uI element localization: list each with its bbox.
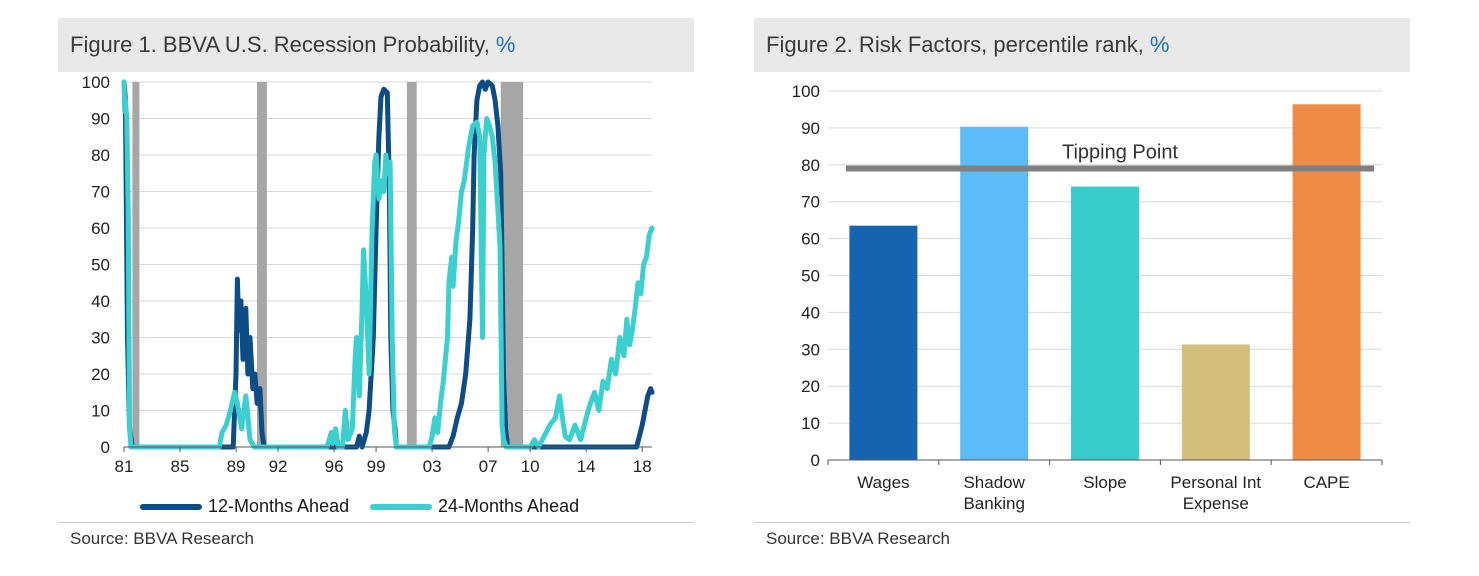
legend-item-12-months: 12-Months Ahead	[140, 496, 349, 517]
x-tick-label-85: 85	[171, 457, 190, 476]
x-tick-label-99: 99	[367, 457, 386, 476]
bar-slope	[1071, 186, 1139, 461]
x-tick-label-07: 07	[479, 457, 498, 476]
legend-swatch-12-months	[140, 503, 202, 510]
y-tick-label-60: 60	[801, 230, 820, 249]
legend-swatch-24-months	[370, 503, 432, 510]
figure-2-title: Figure 2. Risk Factors, percentile rank,	[766, 32, 1144, 57]
y-tick-label-20: 20	[91, 365, 110, 384]
recession-band-3	[500, 82, 524, 447]
y-tick-label-50: 50	[91, 256, 110, 275]
risk-factors-chart: 0 10 20 30 40 50 60 70 80 90 100 Wages Shadow Banking…	[792, 82, 1383, 513]
x-tick-label-personal-int-expense: Personal Int	[1170, 473, 1261, 492]
y-tick-label-20: 20	[801, 377, 820, 396]
x-tick-label-89: 89	[227, 457, 246, 476]
figure-2-title-bar: Figure 2. Risk Factors, percentile rank,…	[754, 18, 1410, 72]
y-tick-label-0: 0	[101, 438, 110, 457]
figure-1-title: Figure 1. BBVA U.S. Recession Probabilit…	[70, 32, 490, 57]
x-tick-label-10: 10	[521, 457, 540, 476]
y-tick-label-0: 0	[811, 451, 820, 470]
legend-label-24-months: 24-Months Ahead	[438, 496, 580, 516]
x-tick-label-shadow-banking: Shadow	[963, 473, 1025, 492]
y-tick-label-80: 80	[91, 146, 110, 165]
bar-shadow-banking	[960, 126, 1029, 460]
y-tick-label-100: 100	[82, 73, 110, 92]
recession-band-0	[132, 82, 140, 447]
y-tick-label-60: 60	[91, 219, 110, 238]
bar-cape	[1292, 104, 1361, 460]
y-tick-label-30: 30	[91, 329, 110, 348]
tipping-point-label: Tipping Point	[1062, 141, 1178, 163]
x-tick-label-slope: Slope	[1083, 473, 1126, 492]
y-tick-label-80: 80	[801, 156, 820, 175]
x-tick-label-18: 18	[633, 457, 652, 476]
recession-band-2	[406, 82, 417, 447]
figure-2-source: Source: BBVA Research	[766, 529, 950, 548]
bar-personal-int-expense	[1181, 344, 1250, 460]
x-tick-label-92: 92	[269, 457, 288, 476]
x-tick-label-96: 96	[325, 457, 344, 476]
y-tick-label-30: 30	[801, 340, 820, 359]
bar-wages	[849, 225, 918, 460]
figure-1-panel: Figure 1. BBVA U.S. Recession Probabilit…	[58, 18, 694, 548]
y-tick-label-70: 70	[91, 183, 110, 202]
figure-2-panel: Figure 2. Risk Factors, percentile rank,…	[754, 18, 1410, 548]
figure-2-divider	[754, 522, 1410, 523]
figure-1-title-bar: Figure 1. BBVA U.S. Recession Probabilit…	[58, 18, 694, 72]
y-tick-label-90: 90	[91, 110, 110, 129]
y-tick-label-10: 10	[801, 414, 820, 433]
figure-2-title-unit: %	[1149, 32, 1170, 57]
x-tick-label-cape: CAPE	[1303, 473, 1349, 492]
series-line-24-months-ahead	[121, 79, 655, 450]
figure-1-title-unit: %	[495, 32, 516, 57]
y-tick-label-10: 10	[91, 402, 110, 421]
legend-label-12-months: 12-Months Ahead	[208, 496, 350, 516]
figure-1-divider	[58, 522, 694, 523]
x-tick-label-wages: Wages	[857, 473, 909, 492]
legend-item-24-months: 24-Months Ahead	[370, 496, 579, 517]
y-tick-label-70: 70	[801, 193, 820, 212]
recession-band-1	[257, 82, 267, 447]
x-tick-label-personal-int-expense-line-2: Expense	[1183, 494, 1249, 513]
recession-probability-chart: 0 10 20 30 40 50 60 70 80 90 100 81 85 89 92 96 99 03 07 10…	[82, 73, 655, 476]
y-tick-label-90: 90	[801, 119, 820, 138]
x-tick-label-03: 03	[423, 457, 442, 476]
figure-1-source: Source: BBVA Research	[70, 529, 254, 548]
x-tick-label-shadow-banking-line-2: Banking	[963, 494, 1024, 513]
x-tick-label-14: 14	[577, 457, 596, 476]
y-tick-label-40: 40	[801, 303, 820, 322]
y-tick-label-100: 100	[792, 82, 820, 101]
y-tick-label-50: 50	[801, 267, 820, 286]
y-tick-label-40: 40	[91, 292, 110, 311]
x-tick-label-81: 81	[115, 457, 134, 476]
